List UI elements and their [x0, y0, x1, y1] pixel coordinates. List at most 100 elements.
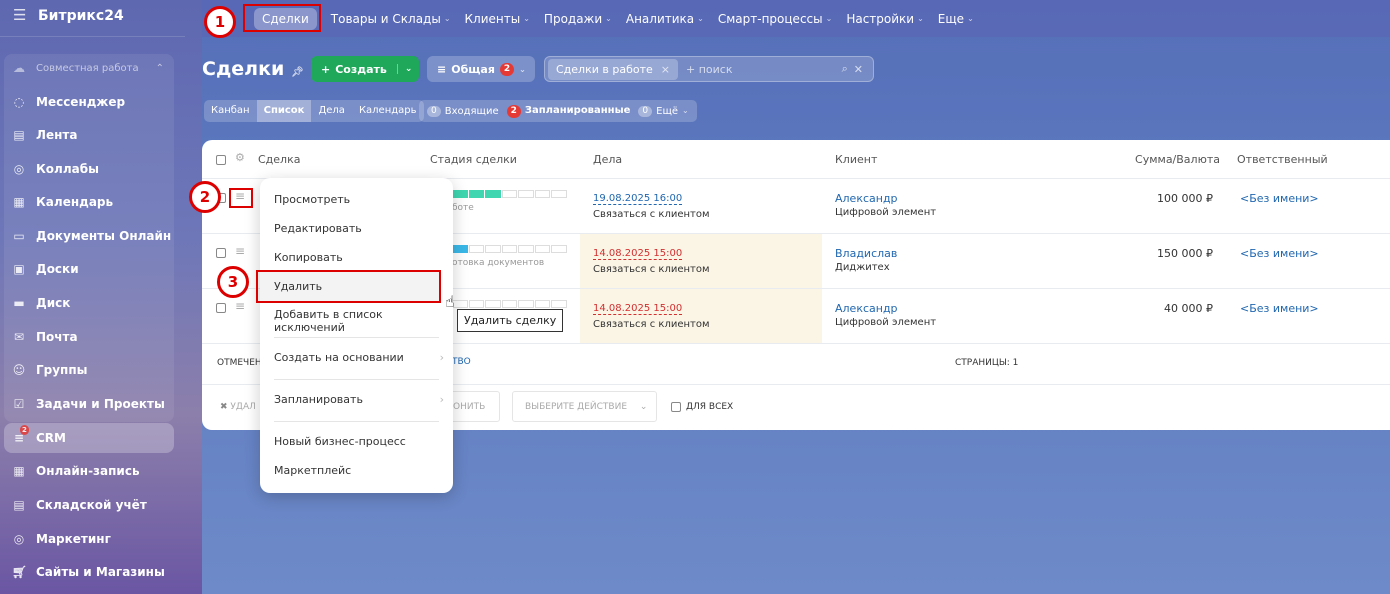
topnav-item[interactable]: Сделки [254, 7, 317, 30]
cursor-hand-icon: ☝ [445, 292, 455, 311]
annotation-box-3 [256, 270, 441, 303]
feed-icon: ▤ [13, 128, 25, 142]
topnav-item[interactable]: Продажи ⌄ [543, 11, 612, 26]
filter-preset-button[interactable]: ≡ Общая 2 ⌄ [427, 56, 535, 82]
activity-task: Связаться с клиентом [593, 319, 710, 330]
menu-item[interactable]: Копировать [274, 251, 343, 264]
search-icon[interactable]: ⌕ [841, 62, 848, 75]
sidebar: ☰ Битрикс24 ☁ Совместная работа ⌃ ◌ Мессендж… [0, 0, 202, 594]
collapse-icon[interactable]: ⌃ [155, 62, 164, 74]
menu-item[interactable]: Добавить в список исключений [274, 308, 383, 334]
select-all-checkbox[interactable] [216, 155, 226, 165]
annotation-box-1 [243, 4, 321, 32]
menu-separator [274, 379, 439, 380]
show-count-link[interactable]: ТВО [452, 357, 471, 367]
view-tab[interactable]: Календарь [358, 105, 417, 116]
menu-item[interactable]: Маркетплейс [274, 464, 352, 477]
topnav-item[interactable]: Настройки ⌄ [846, 11, 924, 26]
row-menu-icon[interactable]: ≡ [235, 189, 246, 203]
search-input[interactable] [685, 62, 836, 76]
collab-icon: ☁ [13, 61, 25, 75]
client-company: Диджитех [835, 262, 890, 273]
chevron-down-icon: ⌄ [917, 14, 924, 23]
column-header[interactable]: Клиент [835, 153, 878, 166]
client-link[interactable]: Александр [835, 192, 898, 205]
client-link[interactable]: Владислав [835, 247, 898, 260]
annotation-1: 1 [204, 6, 236, 38]
owner-link[interactable]: <Без имени> [1240, 192, 1319, 205]
activity-task: Связаться с клиентом [593, 264, 710, 275]
counter[interactable]: 0 Входящие [427, 105, 499, 117]
column-header[interactable]: Сделка [258, 153, 301, 166]
divider [202, 178, 1390, 179]
stage-progress[interactable] [452, 190, 568, 198]
column-header[interactable]: Ответственный [1237, 153, 1328, 166]
menu-item[interactable]: Новый бизнес-процесс [274, 435, 406, 448]
activity-date[interactable]: 19.08.2025 16:00 [593, 193, 683, 205]
menu-item[interactable]: Удалить [260, 271, 441, 301]
sidebar-item[interactable]: ☁ Совместная работа ⌃ [13, 61, 164, 75]
chip-close-icon[interactable]: × [660, 62, 670, 76]
topnav-item[interactable]: Еще ⌄ [937, 11, 974, 26]
sidebar-item[interactable]: ◎ Коллабы [13, 162, 99, 176]
sidebar-item[interactable]: ✉ Почта [13, 330, 78, 344]
owner-link[interactable]: <Без имени> [1240, 302, 1319, 315]
sidebar-item[interactable]: ▦ Календарь [13, 195, 114, 209]
sidebar-item[interactable]: ▬ Диск [13, 296, 71, 310]
chevron-down-icon: ⌄ [682, 105, 689, 115]
topnav-item[interactable]: Товары и Склады ⌄ [330, 11, 451, 26]
sidebar-item[interactable]: ▦ Онлайн-запись [13, 464, 140, 478]
view-tab[interactable]: Список [256, 100, 312, 122]
menu-item[interactable]: Запланировать › [274, 393, 444, 406]
gear-icon[interactable]: ⚙ [235, 151, 245, 164]
sidebar-item[interactable]: 🛒︎ Сайты и Магазины [12, 565, 165, 579]
menu-item[interactable]: Просмотреть [274, 193, 351, 206]
page-title: Сделки 📌︎ [202, 58, 304, 80]
client-link[interactable]: Александр [835, 302, 898, 315]
menu-item[interactable]: Создать на основании › [274, 351, 444, 364]
sidebar-item[interactable]: ☺ Группы [12, 363, 88, 377]
column-header[interactable]: Дела [593, 153, 623, 166]
topnav-item[interactable]: Смарт-процессы ⌄ [717, 11, 833, 26]
clear-icon[interactable]: ✕ [853, 62, 863, 76]
sidebar-item[interactable]: ▣ Доски [13, 262, 79, 276]
owner-link[interactable]: <Без имени> [1240, 247, 1319, 260]
view-tab[interactable]: Дела [318, 105, 345, 116]
calendar-icon: ▦ [13, 195, 25, 209]
column-header[interactable]: Стадия сделки [430, 153, 517, 166]
disk-icon: ▬ [13, 296, 25, 310]
menu-icon[interactable]: ☰ [13, 6, 27, 24]
topnav-item[interactable]: Аналитика ⌄ [625, 11, 704, 26]
sidebar-item[interactable]: ▤ Складской учёт [13, 498, 147, 512]
sidebar-item[interactable]: ☑ Задачи и Проекты [13, 397, 165, 411]
sidebar-item[interactable]: ◎ Маркетинг [13, 532, 111, 546]
menu-item[interactable]: Редактировать [274, 222, 362, 235]
column-header[interactable]: Сумма/Валюта [1135, 153, 1220, 166]
create-dropdown-icon[interactable]: ⌄ [396, 64, 420, 74]
for-all-checkbox[interactable] [671, 402, 681, 412]
search-box[interactable]: Сделки в работе× ⌕ ✕ [544, 56, 874, 82]
row-menu-icon[interactable]: ≡ [235, 244, 246, 258]
sidebar-item[interactable]: ◌ Мессенджер [13, 95, 126, 109]
counter[interactable]: 0 Ещё ⌄ [638, 105, 689, 117]
stage-progress[interactable] [452, 245, 568, 253]
counters: 0 Входящие 2 Запланированные 0 Ещё ⌄ [419, 100, 697, 122]
sidebar-item[interactable]: ≡ 2 CRM [4, 423, 174, 453]
row-menu-icon[interactable]: ≡ [235, 299, 246, 313]
row-checkbox[interactable] [216, 248, 226, 258]
sidebar-item[interactable]: ▭ Документы Онлайн [13, 229, 172, 243]
topnav-item[interactable]: Клиенты ⌄ [464, 11, 530, 26]
overdue-cell [580, 234, 822, 288]
create-button[interactable]: + Создать ⌄ [311, 56, 419, 82]
stage-progress[interactable] [452, 300, 568, 308]
tooltip: Удалить сделку [457, 309, 564, 332]
activity-date[interactable]: 14.08.2025 15:00 [593, 248, 683, 260]
sidebar-item[interactable]: ▤ Лента [13, 128, 78, 142]
view-tab[interactable]: Канбан [211, 105, 250, 116]
select-action-dropdown[interactable]: ВЫБЕРИТЕ ДЕЙСТВИЕ ⌄ [512, 391, 657, 422]
counter[interactable]: 2 Запланированные [506, 104, 630, 118]
pin-icon[interactable]: 📌︎ [290, 67, 304, 78]
activity-date[interactable]: 14.08.2025 15:00 [593, 303, 683, 315]
row-checkbox[interactable] [216, 303, 226, 313]
delete-action[interactable]: ✖ УДАЛ [220, 402, 256, 412]
